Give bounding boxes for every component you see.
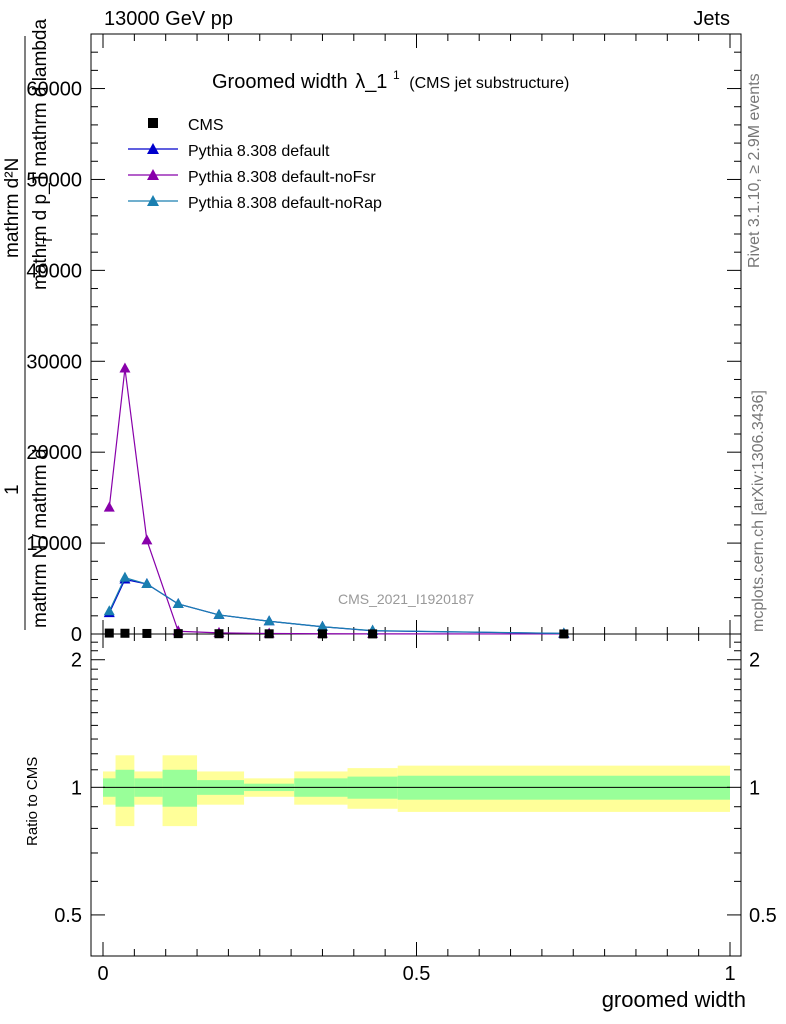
series-point-3 — [103, 605, 115, 616]
main-ytick-label: 60000 — [26, 79, 82, 101]
ratio-ytick-label-left: 0.5 — [54, 905, 82, 927]
ratio-y-ticks: 0.5 0.5 1 1 2 2 — [54, 641, 777, 927]
series-point-3 — [316, 620, 328, 631]
x-ticks: 0 0.5 1 — [97, 34, 736, 985]
data-point-cms — [317, 629, 327, 639]
series-point-3 — [172, 598, 184, 608]
legend-marker-norap — [147, 195, 159, 206]
main-ytick-label: 50000 — [26, 169, 82, 191]
legend-marker-cms — [148, 118, 158, 128]
data-point-cms — [264, 629, 274, 639]
ratio-ytick-label-right: 2 — [749, 650, 760, 672]
series-point-3 — [141, 578, 153, 588]
ratio-ytick-label-left: 1 — [71, 777, 82, 799]
data-point-cms — [142, 628, 152, 638]
series-point-2 — [103, 501, 115, 512]
series-layer — [103, 362, 570, 639]
title-sup: 1 — [393, 68, 400, 82]
data-point-cms — [368, 629, 378, 639]
main-ytick-label: 10000 — [26, 533, 82, 555]
legend-marker-default — [147, 143, 159, 154]
data-point-cms — [120, 628, 130, 638]
analysis-watermark: CMS_2021_I1920187 — [338, 591, 474, 607]
title-main: Groomed width — [212, 71, 348, 93]
x-tick-label: 1 — [724, 963, 735, 985]
data-point-cms — [214, 629, 224, 639]
main-ytick-label: 20000 — [26, 442, 82, 464]
ratio-bands — [103, 755, 730, 827]
main-ytick-label: 0 — [71, 624, 82, 646]
series-point-3 — [263, 615, 275, 626]
ratio-y-axis-label: Ratio to CMS — [24, 757, 41, 846]
ylabel-frac-num: 1 — [2, 484, 23, 495]
series-3 — [103, 571, 570, 638]
data-point-cms — [104, 628, 114, 638]
main-ytick-label: 40000 — [26, 260, 82, 282]
series-point-2 — [141, 534, 153, 545]
chart-title: Groomed width λ_1 1 (CMS jet substructur… — [212, 62, 569, 93]
legend-label-default: Pythia 8.308 default — [188, 143, 330, 160]
main-y-ticks: 0 10000 20000 30000 40000 50000 60000 — [26, 33, 741, 646]
legend-label-cms: CMS — [188, 117, 224, 134]
series-2 — [103, 362, 570, 638]
series-point-2 — [119, 362, 131, 373]
ratio-ytick-label-right: 0.5 — [749, 905, 777, 927]
ylabel-frac-den: mathrm N / mathrm d — [30, 449, 51, 628]
ylabel-tsub: T — [40, 236, 55, 244]
main-ytick-label: 30000 — [26, 351, 82, 373]
x-axis-label: groomed width — [602, 987, 746, 1012]
legend-marker-nofsr — [147, 169, 159, 180]
x-tick-label: 0.5 — [403, 963, 431, 985]
energy-label: 13000 GeV pp — [104, 8, 233, 30]
ratio-stat-band-1 — [115, 769, 135, 807]
ratio-stat-band-3 — [162, 769, 198, 807]
series-line-2 — [108, 368, 564, 635]
series-point-3 — [119, 571, 131, 582]
legend-label-nofsr: Pythia 8.308 default-noFsr — [188, 169, 376, 186]
title-sub: (CMS jet substructure) — [409, 75, 569, 92]
main-y-axis-label: mathrm d²N mathrm d p_T mathrm d lambda … — [2, 19, 55, 630]
ylabel-numerator: mathrm d²N — [2, 158, 23, 258]
series-0 — [104, 628, 569, 639]
ratio-ytick-label-right: 1 — [749, 777, 760, 799]
legend-label-norap: Pythia 8.308 default-noRap — [188, 195, 382, 212]
data-point-cms — [559, 629, 569, 639]
ylabel-denominator: mathrm d p_T mathrm d lambda — [30, 19, 51, 290]
title-lambda: λ_1 — [355, 71, 387, 93]
ratio-ytick-label-left: 2 — [71, 650, 82, 672]
process-label: Jets — [693, 8, 730, 30]
legend: CMS Pythia 8.308 default Pythia 8.308 de… — [128, 117, 382, 212]
series-point-3 — [213, 608, 225, 619]
data-point-cms — [173, 629, 183, 639]
x-tick-label: 0 — [97, 963, 108, 985]
